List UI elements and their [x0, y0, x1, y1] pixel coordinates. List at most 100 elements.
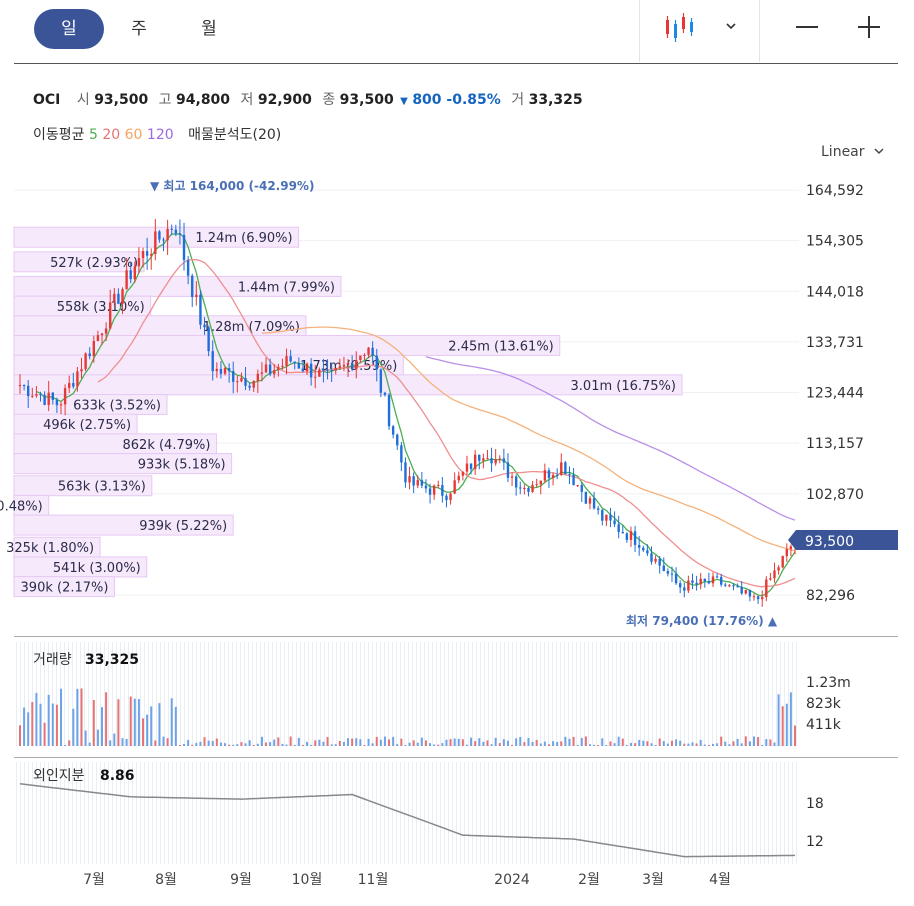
volume-bar [404, 745, 407, 746]
candle-body [133, 266, 137, 280]
volume-profile-label: 2.45m (13.61%) [448, 339, 553, 354]
chevron-down-icon[interactable] [724, 18, 738, 37]
volume-profile-label: 939k (5.22%) [139, 519, 227, 534]
candle-body [592, 498, 596, 509]
candle-body [191, 275, 194, 298]
candle-body [687, 580, 690, 591]
minus-icon[interactable] [794, 14, 820, 44]
candle-body [219, 368, 223, 374]
volume-bar [195, 742, 198, 746]
ma-line-120 [425, 356, 796, 521]
toolbar-separator [759, 0, 760, 62]
volume-profile-label[interactable]: 매물분석도(20) [188, 127, 282, 143]
candle-body [68, 383, 71, 389]
ma-120[interactable]: 120 [146, 127, 174, 143]
volume-bar [392, 736, 395, 746]
candle-body [510, 476, 514, 478]
volume-bar [580, 737, 583, 746]
volume-bar [367, 738, 370, 746]
candle-body [84, 353, 87, 370]
candle-body [482, 458, 485, 461]
volume-bar [297, 737, 300, 746]
volume-bar [359, 739, 362, 746]
candle-body [207, 327, 210, 352]
candle-body [711, 576, 715, 584]
candle-body [35, 394, 38, 396]
volume-bar [314, 740, 317, 746]
plus-icon[interactable] [856, 14, 882, 44]
price-tick: 154,305 [806, 234, 864, 250]
ma-20[interactable]: 20 [102, 127, 121, 143]
volume-bar [794, 725, 796, 746]
volume-bar [486, 740, 489, 746]
ma-60[interactable]: 60 [124, 127, 143, 143]
candle-body [437, 485, 440, 487]
candle-body [273, 370, 276, 375]
volume-bar [109, 740, 112, 746]
header-divider [14, 63, 898, 64]
candle-body [637, 544, 641, 548]
candle-body [601, 509, 604, 521]
candle-body [322, 369, 325, 371]
x-tick-label: 8월 [155, 872, 177, 888]
low-value: 92,900 [257, 92, 312, 108]
volume-bar [748, 741, 751, 746]
volume-bar [101, 707, 104, 746]
change-value: 800 -0.85% [412, 92, 501, 108]
low-label: 저 [240, 92, 254, 108]
volume-label: 거 [511, 92, 525, 108]
volume-bar [310, 744, 313, 746]
volume-bar [670, 740, 673, 746]
volume-bar [498, 743, 501, 746]
period-tab-bar: 일 주 월 [0, 0, 914, 62]
ma-5[interactable]: 5 [88, 127, 98, 143]
candle-body [109, 302, 112, 329]
volume-bar [351, 738, 354, 746]
volume-bar [256, 743, 259, 746]
volume-bar [47, 694, 50, 746]
volume-bar [679, 740, 682, 746]
volume-bar [133, 698, 136, 746]
volume-bar [388, 739, 391, 746]
ma-label: 이동평균 [33, 127, 85, 143]
tab-daily[interactable]: 일 [34, 9, 104, 49]
volume-bar [322, 741, 325, 746]
volume-bar [711, 743, 714, 746]
candle-body [527, 487, 530, 492]
candle-body [121, 289, 124, 304]
volume-bar [121, 738, 124, 746]
foreign-panel-value: 8.86 [100, 768, 135, 784]
volume-profile-label: 933k (5.18%) [138, 458, 226, 473]
volume-profile-label: 496k (2.75%) [43, 418, 131, 433]
candle-body [145, 251, 149, 256]
volume-profile-label: 862k (4.79%) [123, 438, 211, 453]
candle-body [449, 493, 452, 501]
candle-body [465, 463, 469, 472]
candle-body [39, 394, 42, 396]
candle-body [445, 495, 448, 501]
volume-bar [19, 725, 21, 746]
scale-mode-dropdown[interactable]: Linear [821, 144, 885, 160]
volume-bar [634, 743, 637, 746]
volume-bar [219, 742, 222, 746]
volume-profile-label: 1.44m (7.99%) [238, 280, 335, 295]
candle-body [666, 571, 670, 574]
x-tick-label: 7월 [83, 872, 105, 888]
volume-bar [539, 743, 542, 746]
candle-body [244, 378, 247, 386]
candle-body [117, 293, 120, 304]
candle-body [391, 426, 395, 435]
volume-bar [174, 706, 177, 746]
tab-monthly[interactable]: 월 [201, 19, 217, 39]
candle-body [596, 508, 600, 510]
tab-weekly[interactable]: 주 [131, 19, 147, 39]
candle-body [662, 565, 665, 572]
candle-body [305, 363, 309, 372]
volume-bar [342, 741, 345, 746]
volume-bar [117, 699, 120, 746]
volume-bar [113, 733, 116, 746]
candle-body [707, 581, 711, 584]
candle-body [432, 485, 436, 495]
candlestick-icon[interactable] [664, 12, 698, 48]
